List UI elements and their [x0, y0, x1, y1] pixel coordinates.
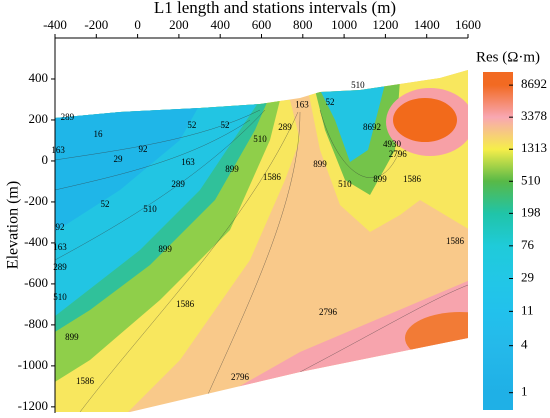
contour-label: 29 [113, 154, 123, 164]
contour-label: 2796 [389, 149, 408, 159]
colorbar-tick-label: 76 [521, 237, 535, 252]
contour-label: 52 [100, 199, 109, 209]
contour-label: 289 [53, 262, 67, 272]
contour-label: 1586 [176, 299, 195, 309]
x-tick-label: 1000 [331, 17, 357, 32]
contour-label: 1586 [446, 236, 465, 246]
contour-label: 163 [295, 99, 309, 109]
chart-title: L1 length and stations intervals (m) [154, 0, 396, 17]
contour-label: 2796 [319, 307, 338, 317]
x-tick-label: 0 [134, 17, 141, 32]
field-band [120, 280, 468, 412]
y-tick-label: -1200 [18, 398, 48, 413]
colorbar-tick-label: 8692 [521, 76, 547, 91]
contour-label: 52 [220, 120, 229, 130]
y-tick-label: -400 [24, 234, 48, 249]
contour-label: 163 [53, 242, 67, 252]
colorbar-tick-label: 4 [521, 337, 528, 352]
contour-label: 1586 [263, 172, 282, 182]
y-tick-label: -1000 [18, 357, 48, 372]
x-tick-label: 800 [293, 17, 313, 32]
x-tick-label: 200 [169, 17, 189, 32]
x-tick-label: 400 [210, 17, 230, 32]
y-tick-label: 200 [29, 111, 49, 126]
x-tick-label: 1200 [372, 17, 398, 32]
contour-label: 92 [138, 144, 147, 154]
y-tick-label: 0 [42, 152, 49, 167]
x-tick-label: -400 [43, 17, 67, 32]
contour-line [55, 109, 468, 412]
y-tick-label: -800 [24, 316, 48, 331]
contour-label: 1586 [76, 376, 95, 386]
contour-label: 52 [326, 97, 335, 107]
contour-label: 52 [187, 120, 196, 130]
colorbar-tick-label: 1 [521, 384, 528, 399]
x-tick-label: 600 [252, 17, 272, 32]
contour-label: 289 [171, 179, 185, 189]
field-band [320, 84, 385, 162]
field-band [55, 104, 200, 235]
contour-label: 510 [143, 204, 157, 214]
contour-label: 510 [53, 292, 67, 302]
contour-label: 899 [373, 174, 387, 184]
colorbar [483, 72, 513, 410]
contour-label: 4930 [383, 139, 402, 149]
x-tick-label: 1600 [455, 17, 481, 32]
colorbar-tick-label: 510 [521, 172, 541, 187]
y-axis-label: Elevation (m) [5, 181, 22, 269]
colorbar-tick-label: 1313 [521, 140, 547, 155]
contour-label: 16 [93, 129, 103, 139]
contour-label: 510 [338, 179, 352, 189]
resistivity-field [55, 70, 468, 412]
x-tick-label: 1400 [414, 17, 440, 32]
x-tick-label: -200 [84, 17, 108, 32]
field-band [393, 98, 457, 142]
contour-label: 899 [65, 332, 79, 342]
y-tick-label: -200 [24, 193, 48, 208]
colorbar-tick-label: 198 [521, 204, 541, 219]
colorbar-title: Res (Ω·m) [476, 49, 540, 65]
contour-label: 92 [55, 222, 64, 232]
contour-label: 289 [61, 112, 75, 122]
y-tick-label: -600 [24, 275, 48, 290]
contour-label: 899 [225, 164, 239, 174]
colorbar-tick-label: 29 [521, 269, 534, 284]
y-tick-label: 400 [29, 70, 49, 85]
contour-label: 2796 [231, 372, 250, 382]
contour-label: 289 [278, 122, 292, 132]
contour-label: 8692 [363, 122, 381, 132]
contour-label: 899 [313, 159, 327, 169]
colorbar-tick-label: 11 [521, 302, 534, 317]
colorbar-tick-label: 3378 [521, 108, 547, 123]
contour-label: 899 [158, 244, 172, 254]
contour-label: 163 [181, 157, 195, 167]
contour-label: 163 [51, 145, 65, 155]
contour-label: 510 [351, 80, 365, 90]
contour-label: 1586 [403, 174, 422, 184]
contour-label: 510 [253, 134, 267, 144]
